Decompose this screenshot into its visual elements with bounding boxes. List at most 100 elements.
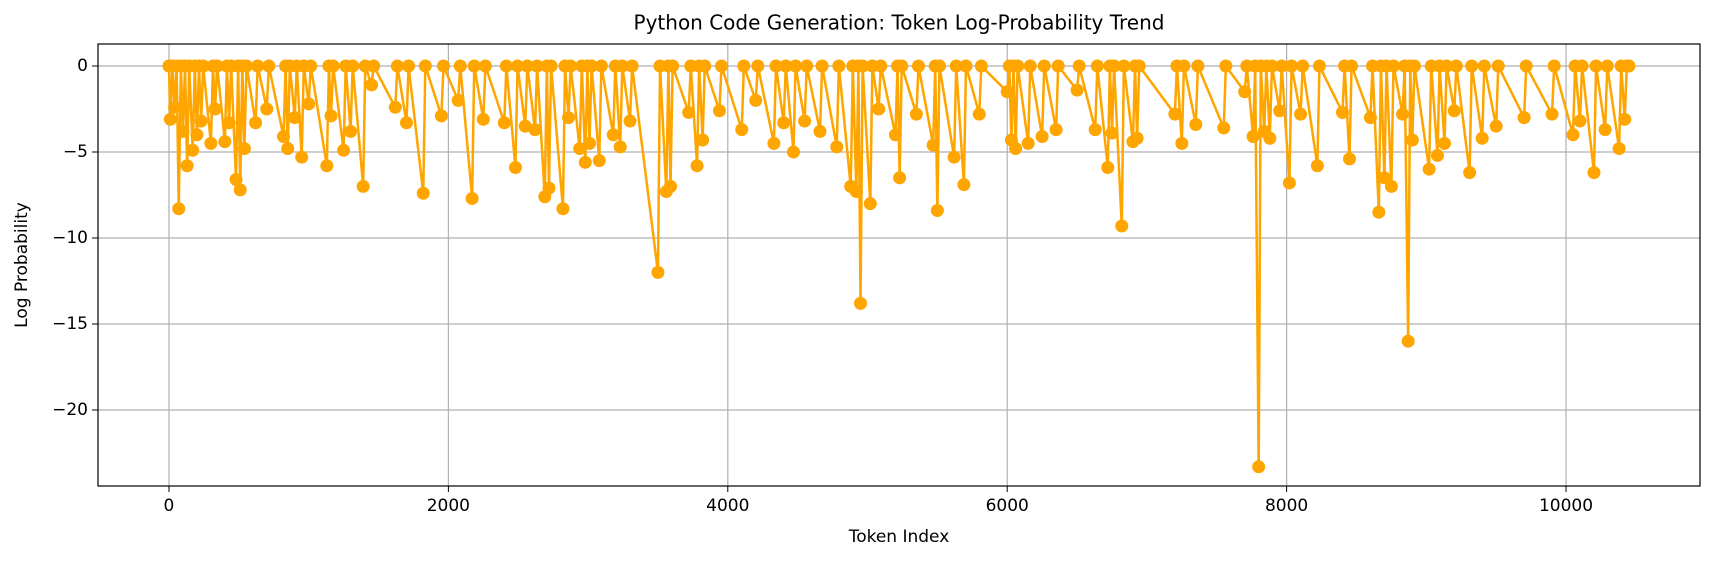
data-point [664, 179, 678, 193]
data-point [281, 142, 295, 156]
data-point [346, 59, 360, 73]
data-point [1265, 59, 1279, 73]
data-point [798, 114, 812, 128]
data-point [779, 59, 793, 73]
data-point [751, 59, 765, 73]
data-point [465, 191, 479, 205]
data-point [453, 59, 467, 73]
data-point [528, 123, 542, 137]
data-point [1117, 59, 1131, 73]
data-point [260, 102, 274, 116]
data-point [324, 109, 338, 123]
data-point [1489, 119, 1503, 133]
data-point [196, 59, 210, 73]
data-point [777, 116, 791, 130]
data-point [1252, 460, 1266, 474]
data-point [1246, 130, 1260, 144]
data-point [1037, 59, 1051, 73]
data-point [320, 159, 334, 173]
data-point [1612, 142, 1626, 156]
data-point [497, 116, 511, 130]
data-point [1475, 131, 1489, 145]
data-point [698, 59, 712, 73]
data-point [666, 59, 680, 73]
data-point [390, 59, 404, 73]
data-point [499, 59, 513, 73]
data-point [1168, 107, 1182, 121]
data-point [367, 59, 381, 73]
data-point [1618, 112, 1632, 126]
data-point [1070, 83, 1084, 97]
chart-title: Python Code Generation: Token Log-Probab… [634, 11, 1165, 35]
data-point [573, 142, 587, 156]
data-point [1396, 107, 1410, 121]
data-point [1587, 166, 1601, 180]
data-point [1312, 59, 1326, 73]
data-point [478, 59, 492, 73]
data-point [399, 116, 413, 130]
data-point [849, 185, 863, 199]
x-tick-label: 8000 [1265, 496, 1308, 516]
data-point [625, 59, 639, 73]
data-point [163, 112, 177, 126]
data-point [974, 59, 988, 73]
data-point [606, 128, 620, 142]
data-point [832, 59, 846, 73]
data-point [210, 59, 224, 73]
data-point [690, 159, 704, 173]
data-point [1589, 59, 1603, 73]
data-point [1072, 59, 1086, 73]
y-tick-label: −20 [52, 400, 88, 420]
data-point [190, 128, 204, 142]
data-point [947, 150, 961, 164]
data-point [1023, 59, 1037, 73]
data-point [476, 112, 490, 126]
data-point [1217, 121, 1231, 135]
data-point [749, 93, 763, 107]
data-point [1115, 219, 1129, 233]
data-point [1575, 59, 1589, 73]
data-point [1519, 59, 1533, 73]
data-point [1189, 117, 1203, 131]
data-point [582, 136, 596, 150]
data-point [813, 124, 827, 138]
data-point [592, 154, 606, 168]
data-point [696, 133, 710, 147]
data-point [594, 59, 608, 73]
x-tick-label: 4000 [706, 496, 749, 516]
data-point [712, 104, 726, 118]
data-point [1401, 334, 1415, 348]
data-point [326, 59, 340, 73]
data-point [511, 59, 525, 73]
x-tick-label: 10000 [1539, 496, 1593, 516]
data-point [1285, 59, 1299, 73]
data-point [1263, 131, 1277, 145]
data-point [682, 105, 696, 119]
data-point [1130, 131, 1144, 145]
data-point [800, 59, 814, 73]
data-point [1238, 85, 1252, 99]
data-point [1132, 59, 1146, 73]
data-point [1622, 59, 1636, 73]
data-point [1090, 59, 1104, 73]
data-point [418, 59, 432, 73]
data-point [1009, 142, 1023, 156]
data-point [237, 142, 251, 156]
data-point [872, 102, 886, 116]
data-point [578, 155, 592, 169]
data-point [767, 136, 781, 150]
data-point [1107, 59, 1121, 73]
data-point [1177, 59, 1191, 73]
data-point [651, 265, 665, 279]
data-point [1296, 59, 1310, 73]
data-point [1282, 176, 1296, 190]
data-point [388, 100, 402, 114]
data-point [277, 130, 291, 144]
data-point [1051, 59, 1065, 73]
data-point [302, 97, 316, 111]
data-point [1598, 123, 1612, 137]
data-point [769, 59, 783, 73]
data-point [288, 111, 302, 125]
data-point [556, 202, 570, 216]
data-point [1437, 136, 1451, 150]
